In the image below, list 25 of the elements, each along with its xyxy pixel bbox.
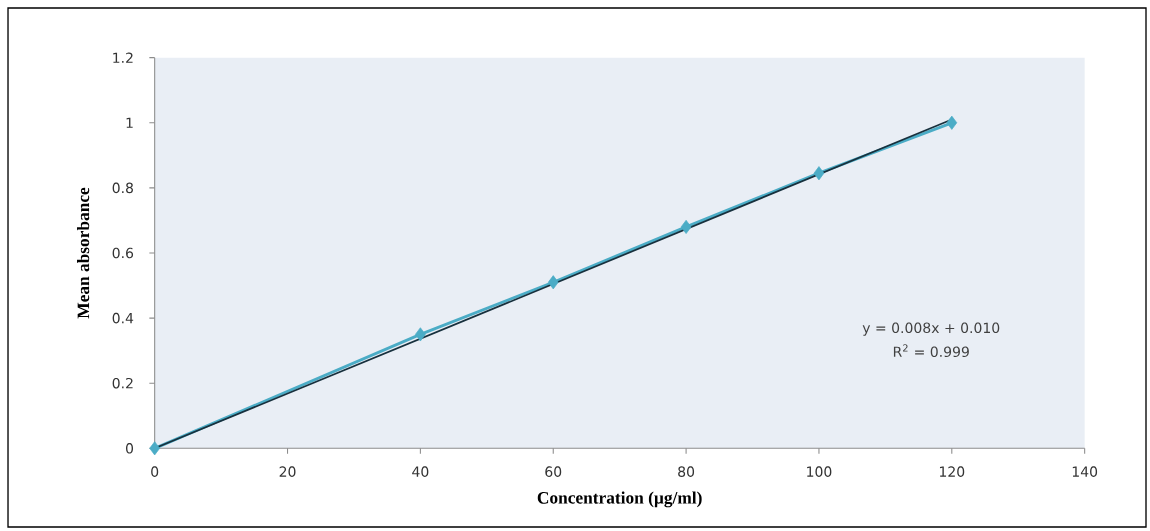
point [680,219,692,234]
annotation: R$^{2}$ = 0.999 [893,344,969,358]
y-tick-label: 0.8 [112,182,133,194]
point [547,275,559,290]
annotation: y = 0.008x + 0.010 [862,322,1000,336]
y-tick-label: 0.2 [112,377,133,389]
point [813,166,825,181]
point [149,441,161,456]
point [946,115,958,130]
x-tick-label: 40 [412,466,429,477]
y-tick-label: 0.4 [112,312,134,324]
x-tick-label: 80 [678,466,695,477]
x-tick-label: 140 [1072,466,1098,477]
y-tick-label: 1.2 [113,52,133,63]
y-tick-label: 1 [126,117,133,128]
x-tick-label: 120 [939,466,965,477]
x-tick-label: 20 [279,466,296,477]
y-tick-label: 0 [125,443,134,454]
y-tick-label: 0.6 [112,247,134,259]
x-tick-label: 60 [545,466,562,477]
x-axis-title: Concentration (µg/ml) [537,491,702,508]
x-tick-label: 0 [151,466,159,477]
y-axis-title: Mean absorbance [77,187,90,319]
point [415,327,426,342]
x-tick-label: 100 [807,466,832,477]
